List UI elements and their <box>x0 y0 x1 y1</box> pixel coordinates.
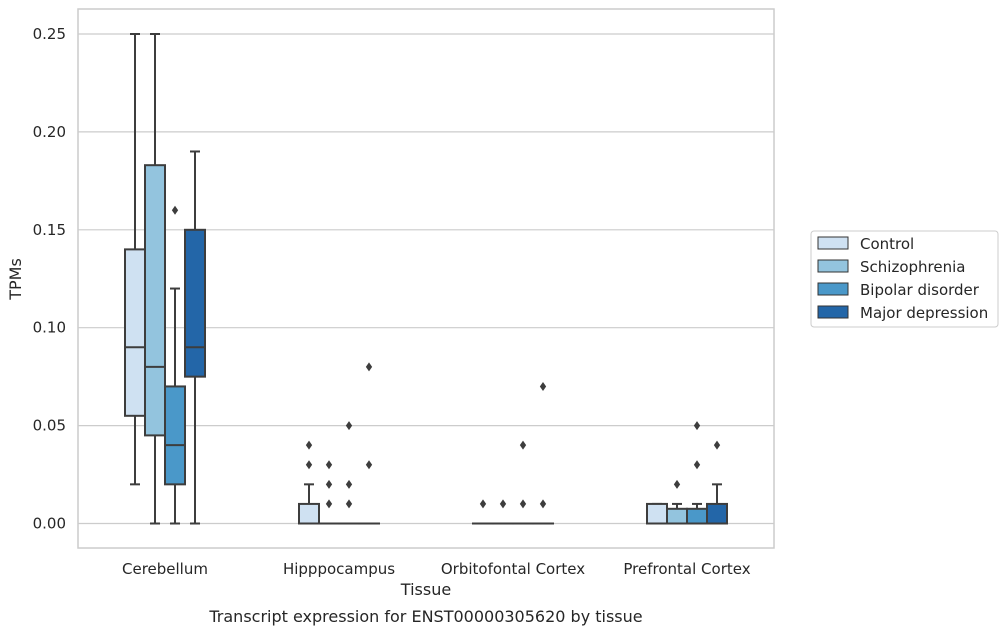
outlier-point <box>345 421 353 431</box>
outlier-point <box>345 499 353 509</box>
box <box>686 507 708 525</box>
outlier-point <box>325 479 333 489</box>
y-tick-label: 0.10 <box>33 319 66 337</box>
outlier-point <box>479 499 487 509</box>
outlier-point <box>673 479 681 489</box>
legend-label: Major depression <box>860 304 988 322</box>
x-tick-label: Prefrontal Cortex <box>623 560 750 578</box>
y-axis-label: TPMs <box>6 258 25 301</box>
box <box>184 228 206 378</box>
box <box>666 507 688 525</box>
series-schizophrenia <box>144 33 688 525</box>
x-axis-label: Tissue <box>400 580 451 599</box>
series-major-depression <box>184 150 728 525</box>
outlier-point <box>539 381 547 391</box>
outlier-point <box>325 460 333 470</box>
chart-caption: Transcript expression for ENST0000030562… <box>208 607 642 626</box>
y-tick-label: 0.05 <box>33 417 66 435</box>
x-axis-ticks: Cerebellum Hipppocampus Orbitofontal Corte… <box>122 560 751 578</box>
plot-area-frame <box>77 8 775 549</box>
outlier-point <box>539 499 547 509</box>
outlier-point <box>519 440 527 450</box>
box-plot-boxes <box>124 33 728 525</box>
outlier-point <box>365 362 373 372</box>
x-tick-label: Orbitofontal Cortex <box>441 560 585 578</box>
legend-swatch <box>817 259 849 273</box>
x-tick-label: Cerebellum <box>122 560 208 578</box>
box <box>706 502 728 525</box>
legend-swatch <box>817 236 849 250</box>
x-tick-label: Hipppocampus <box>283 560 395 578</box>
y-tick-label: 0.15 <box>33 221 66 239</box>
series-bipolar-disorder <box>164 205 708 525</box>
legend-label: Schizophrenia <box>860 258 965 276</box>
y-tick-label: 0.00 <box>33 515 66 533</box>
outlier-point <box>171 205 179 215</box>
y-tick-label: 0.20 <box>33 123 66 141</box>
outlier-point <box>713 440 721 450</box>
outlier-point <box>325 499 333 509</box>
legend-label: Control <box>860 235 914 253</box>
box <box>124 248 146 417</box>
legend-label: Bipolar disorder <box>860 281 980 299</box>
outlier-point <box>305 460 313 470</box>
outlier-point <box>365 460 373 470</box>
outlier-point <box>499 499 507 509</box>
outlier-point <box>519 499 527 509</box>
legend-frame <box>810 230 999 328</box>
outlier-point <box>693 421 701 431</box>
legend-swatch <box>817 305 849 319</box>
legend-swatch <box>817 282 849 296</box>
outlier-point <box>693 460 701 470</box>
y-tick-label: 0.25 <box>33 25 66 43</box>
box <box>164 385 186 486</box>
box <box>144 164 166 437</box>
box <box>646 502 668 525</box>
outlier-point <box>345 479 353 489</box>
outlier-point <box>305 440 313 450</box>
box <box>298 502 320 525</box>
y-axis-ticks: 0.00 0.05 0.10 0.15 0.20 0.25 <box>33 25 66 533</box>
legend: Control Schizophrenia Bipolar disorder Majo… <box>810 230 999 328</box>
series-control <box>124 33 668 525</box>
